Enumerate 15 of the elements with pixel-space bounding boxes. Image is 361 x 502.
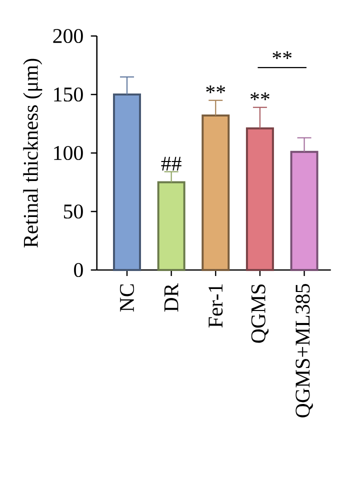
- x-tick-label: Fer-1: [208, 284, 223, 328]
- annotation: **: [272, 51, 292, 60]
- y-tick-label: 0: [74, 262, 83, 278]
- annotation: **: [206, 85, 226, 94]
- y-tick-label: 150: [54, 87, 83, 102]
- x-tick-label: DR: [164, 283, 178, 312]
- annotation: **: [250, 92, 270, 100]
- x-tick-label: QGMS+ML385: [296, 284, 313, 418]
- y-tick-label: 200: [53, 28, 83, 44]
- annotation: ##: [161, 156, 182, 171]
- y-tick-label: 100: [54, 146, 83, 160]
- x-tick-label: QGMS: [251, 284, 269, 343]
- y-tick-label: 50: [64, 204, 83, 219]
- x-tick-label: NC: [120, 284, 134, 312]
- y-axis-title: Retinal thickness (μm): [23, 58, 42, 248]
